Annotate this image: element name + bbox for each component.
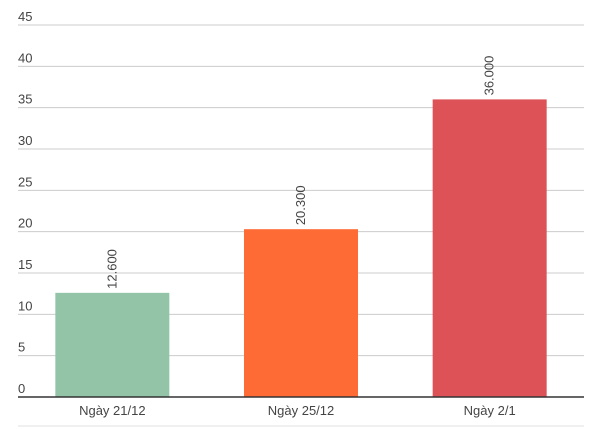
y-tick-label: 20 bbox=[18, 216, 32, 231]
bar bbox=[244, 229, 358, 397]
x-category-label: Ngày 2/1 bbox=[464, 403, 516, 418]
y-tick-label: 25 bbox=[18, 174, 32, 189]
y-tick-label: 10 bbox=[18, 298, 32, 313]
x-category-label: Ngày 21/12 bbox=[79, 403, 146, 418]
y-tick-label: 40 bbox=[18, 50, 32, 65]
y-tick-label: 5 bbox=[18, 340, 25, 355]
x-axis-categories: Ngày 21/12 Ngày 25/12 Ngày 2/1 bbox=[79, 403, 516, 418]
y-tick-label: 30 bbox=[18, 133, 32, 148]
data-label: 20.300 bbox=[293, 185, 308, 225]
bar bbox=[55, 292, 170, 397]
x-category-label: Ngày 25/12 bbox=[268, 403, 335, 418]
data-label: 12.600 bbox=[104, 249, 119, 289]
y-tick-label: 15 bbox=[18, 257, 32, 272]
y-axis-ticks: 0 5 10 15 20 25 30 35 40 45 bbox=[18, 9, 32, 396]
data-labels: 12.600 20.300 36.000 bbox=[104, 56, 496, 289]
data-label: 36.000 bbox=[482, 56, 497, 96]
y-tick-label: 45 bbox=[18, 9, 32, 24]
y-tick-label: 0 bbox=[18, 381, 25, 396]
bar bbox=[432, 99, 547, 398]
y-tick-label: 35 bbox=[18, 92, 32, 107]
bars bbox=[55, 99, 547, 398]
